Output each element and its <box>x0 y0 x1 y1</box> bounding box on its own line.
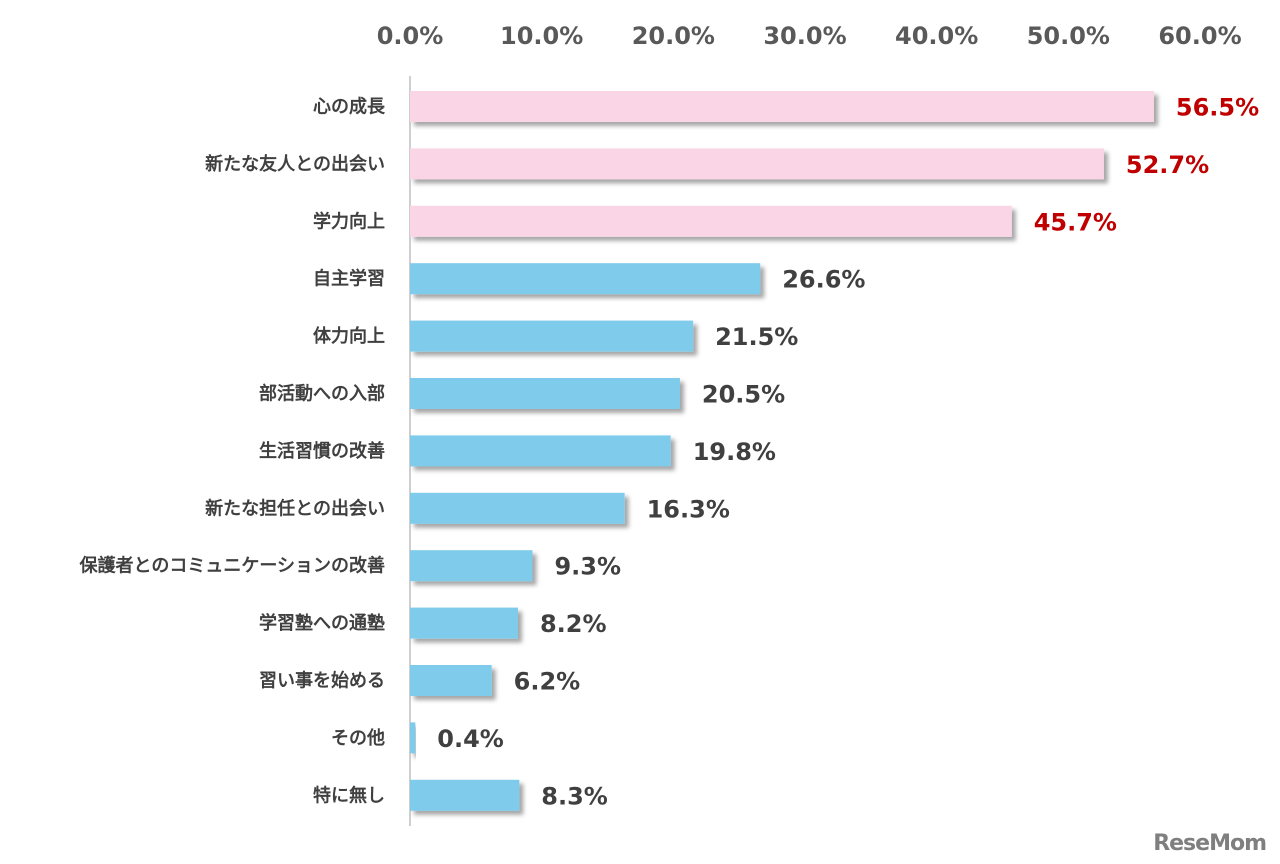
value-label: 6.2% <box>514 668 581 696</box>
category-label: その他 <box>331 727 385 749</box>
bar <box>410 607 518 639</box>
value-label: 52.7% <box>1126 151 1209 179</box>
category-label: 新たな友人との出会い <box>205 153 385 175</box>
category-label: 特に無し <box>313 784 385 806</box>
bar <box>410 148 1104 180</box>
value-label: 9.3% <box>554 553 621 581</box>
bars: 心の成長 56.5% 新たな友人との出会い 52.7% 学力向上 45.7% 自主学習 26.… <box>79 91 1259 811</box>
x-tick-label: 30.0% <box>763 22 846 50</box>
category-label: 保護者とのコミュニケーションの改善 <box>79 555 385 577</box>
bar <box>410 263 761 295</box>
category-label: 自主学習 <box>313 268 385 290</box>
value-label: 56.5% <box>1176 94 1259 122</box>
category-label: 体力向上 <box>313 325 385 347</box>
bar <box>410 205 1012 237</box>
category-label: 学力向上 <box>313 210 385 232</box>
x-tick-label: 60.0% <box>1158 22 1241 50</box>
category-label: 部活動への入部 <box>259 383 385 405</box>
x-tick-label: 50.0% <box>1027 22 1110 50</box>
x-axis-ticks: 0.0% 10.0% 20.0% 30.0% 40.0% 50.0% 60.0% <box>377 22 1242 50</box>
bar <box>410 779 520 811</box>
category-label: 新たな担任との出会い <box>205 497 385 519</box>
value-label: 19.8% <box>693 438 776 466</box>
x-tick-label: 20.0% <box>632 22 715 50</box>
value-label: 21.5% <box>715 323 798 351</box>
bar <box>410 435 671 467</box>
bar <box>410 378 680 409</box>
bar <box>410 492 625 524</box>
bar <box>410 550 533 582</box>
x-tick-label: 40.0% <box>895 22 978 50</box>
x-tick-label: 10.0% <box>500 22 583 50</box>
bar <box>410 665 492 696</box>
category-label: 心の成長 <box>313 96 386 118</box>
category-label: 学習塾への通塾 <box>259 612 385 634</box>
value-label: 16.3% <box>647 495 730 523</box>
bar <box>410 91 1154 122</box>
bar <box>410 320 694 352</box>
value-label: 20.5% <box>702 381 785 409</box>
value-label: 8.3% <box>541 782 608 810</box>
category-label: 生活習慣の改善 <box>259 440 385 462</box>
bar <box>410 722 416 754</box>
value-label: 45.7% <box>1034 208 1117 236</box>
value-label: 26.6% <box>782 266 865 294</box>
value-label: 0.4% <box>437 725 504 753</box>
value-label: 8.2% <box>540 610 607 638</box>
x-tick-label: 0.0% <box>377 22 444 50</box>
watermark-logo: ReseMom <box>1153 831 1267 856</box>
category-label: 習い事を始める <box>259 670 385 692</box>
